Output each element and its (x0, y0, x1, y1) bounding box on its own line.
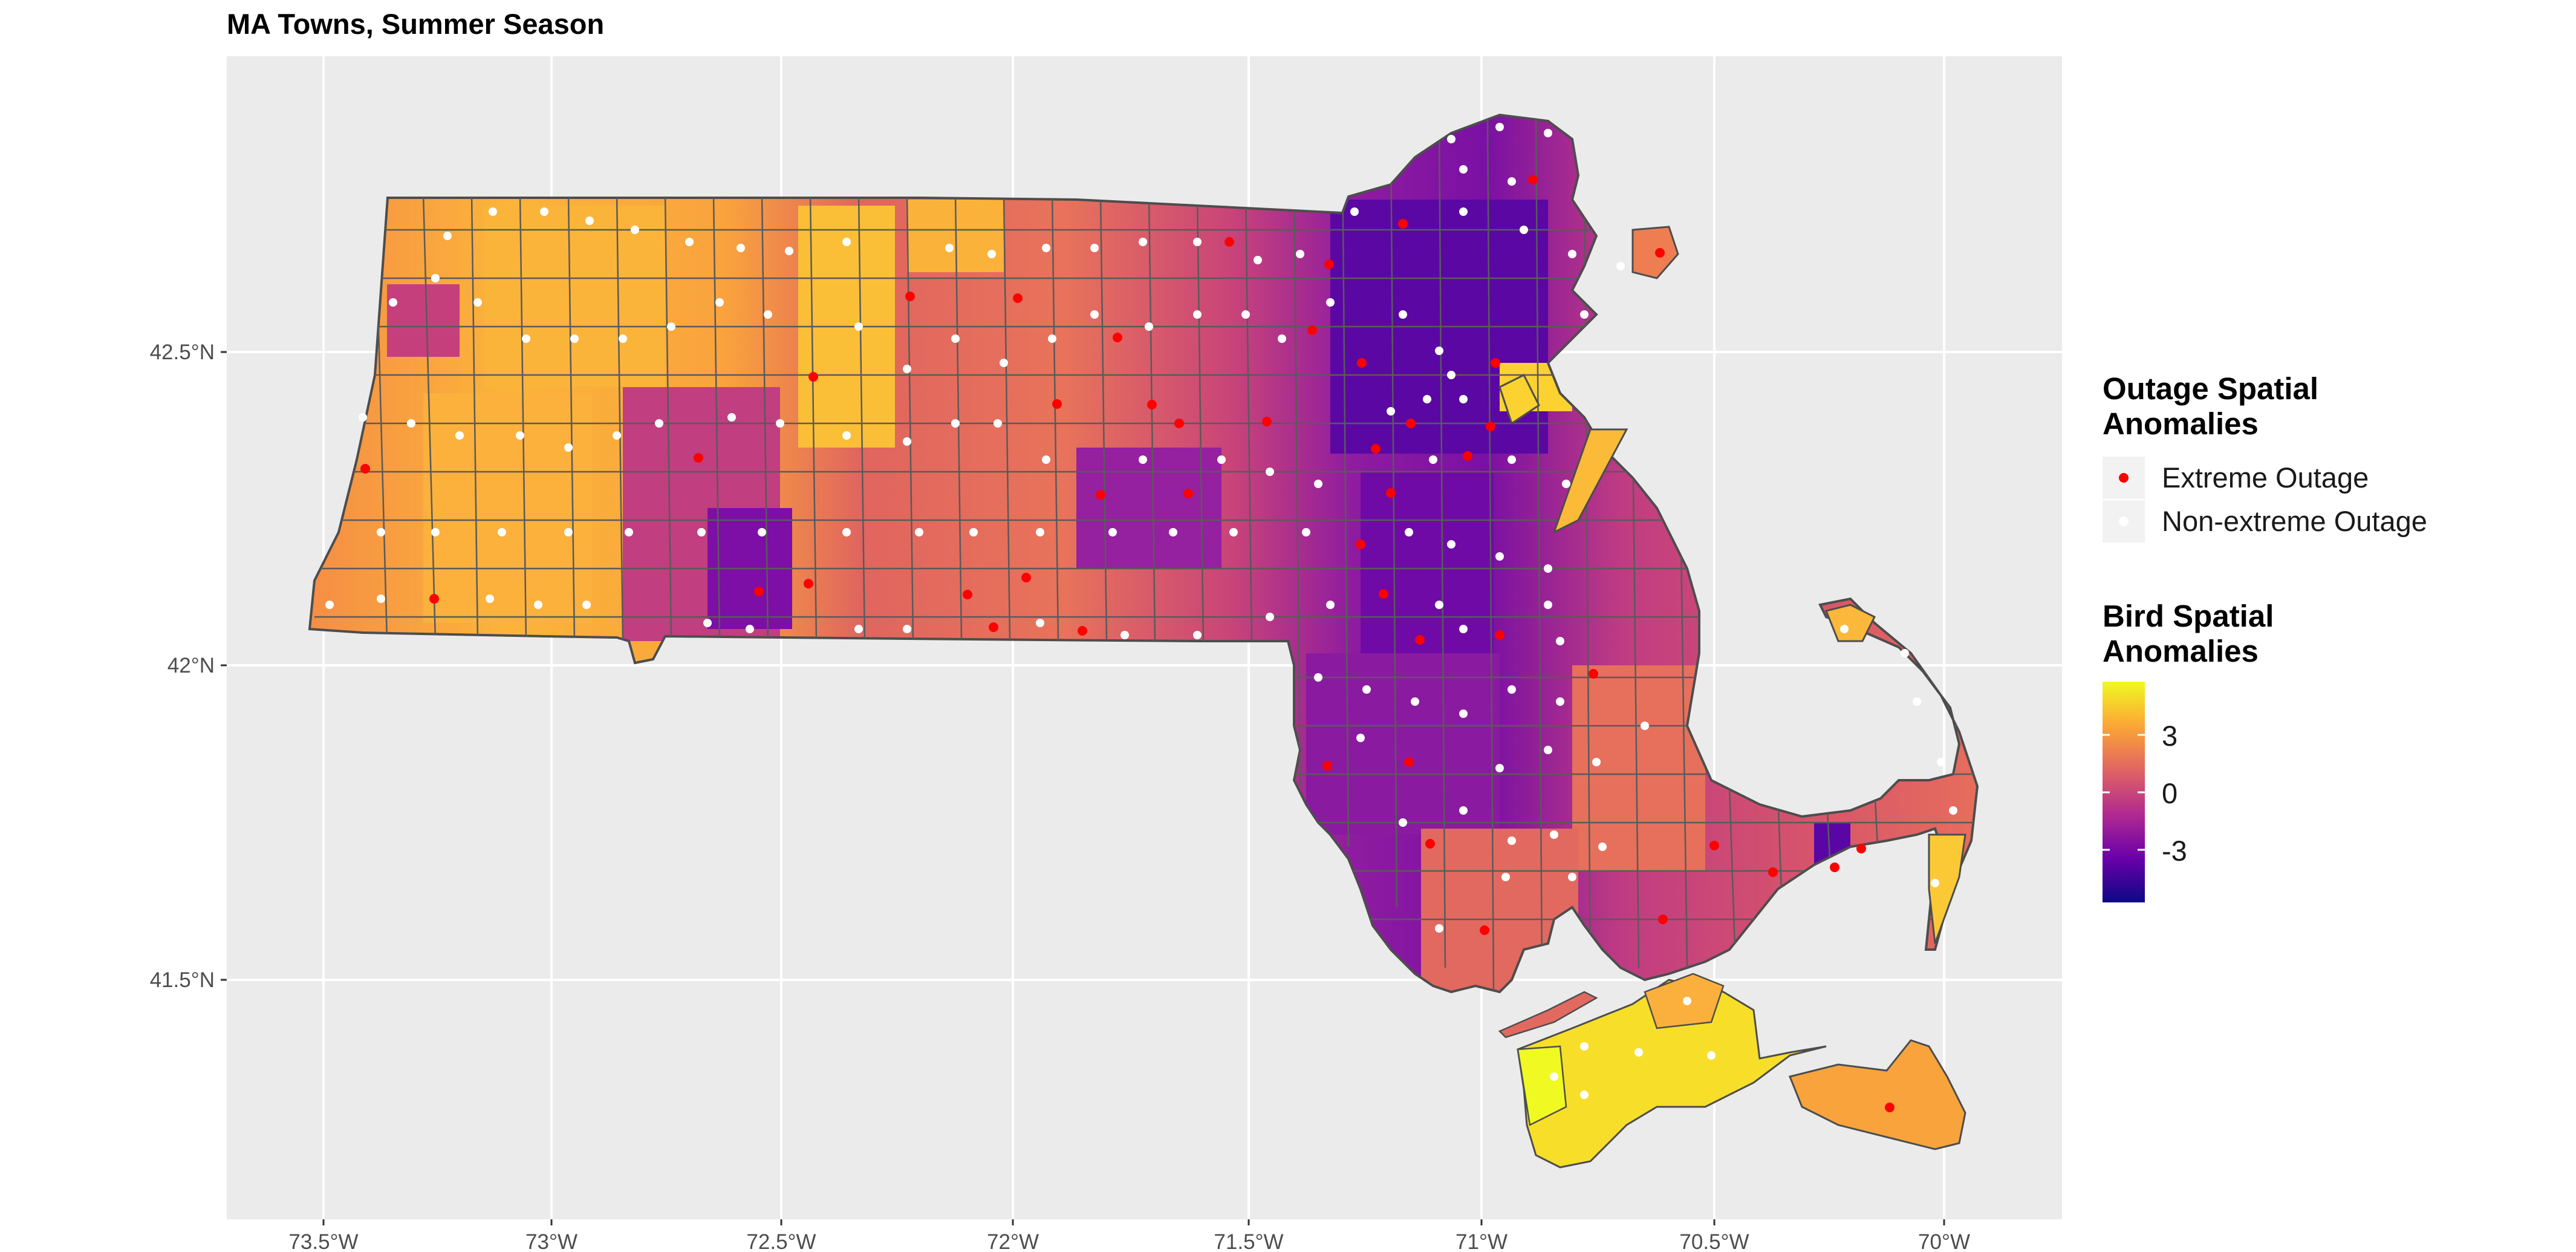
coastal-strip (1552, 428, 1628, 535)
non-extreme-outage-label: Non-extreme Outage (2162, 505, 2427, 537)
hull-peninsula (1498, 373, 1540, 425)
chart-title: MA Towns, Summer Season (227, 8, 605, 40)
x-tick-label: 70°W (1918, 1230, 1970, 1252)
x-tick-label: 72°W (987, 1230, 1039, 1252)
y-tick-label: 41.5°N (150, 968, 215, 992)
elizabeth-islands (1498, 991, 1598, 1038)
extreme-outage-dot (2119, 473, 2129, 483)
extreme-outage-label: Extreme Outage (2162, 461, 2369, 494)
bird-legend-title: Bird Spatial Anomalies (2103, 599, 2274, 668)
x-tick-label: 73°W (525, 1230, 577, 1252)
outage-legend-title: Outage Spatial Anomalies (2103, 371, 2319, 441)
x-tick-label: 72.5°W (746, 1230, 816, 1252)
colorbar-tick-label: -3 (2162, 835, 2187, 867)
extreme-outage-key (2103, 457, 2145, 499)
colorbar-gradient (2103, 682, 2145, 902)
y-axis-labels: 41.5°N 42°N 42.5°N (150, 341, 215, 992)
non-extreme-outage-dot (2119, 517, 2129, 526)
bird-colorbar (2103, 682, 2145, 902)
town-boundaries (314, 115, 1977, 992)
non-extreme-outage-key (2103, 500, 2145, 543)
vineyard-west (1517, 1045, 1567, 1126)
axis-tick-marks (221, 351, 1945, 1225)
non-extreme-outage-points (325, 123, 1957, 1099)
extreme-outage-points (360, 175, 1895, 1112)
cape-east (1928, 833, 1966, 944)
y-tick-label: 42.5°N (150, 341, 215, 364)
x-tick-label: 71.5°W (1214, 1230, 1283, 1252)
colorbar-tick-label: 0 (2162, 777, 2178, 809)
nantucket (1788, 1039, 1966, 1150)
x-tick-label: 71°W (1456, 1230, 1508, 1252)
x-tick-label: 73.5°W (288, 1230, 358, 1252)
colorbar-tick-label: 3 (2162, 720, 2178, 752)
x-tick-label: 70.5°W (1679, 1230, 1749, 1252)
cape-tip (1824, 604, 1876, 642)
y-tick-label: 42°N (168, 654, 215, 677)
x-axis-labels: 73.5°W 73°W 72.5°W 72°W 71.5°W 71°W 70.5… (288, 1230, 1970, 1252)
